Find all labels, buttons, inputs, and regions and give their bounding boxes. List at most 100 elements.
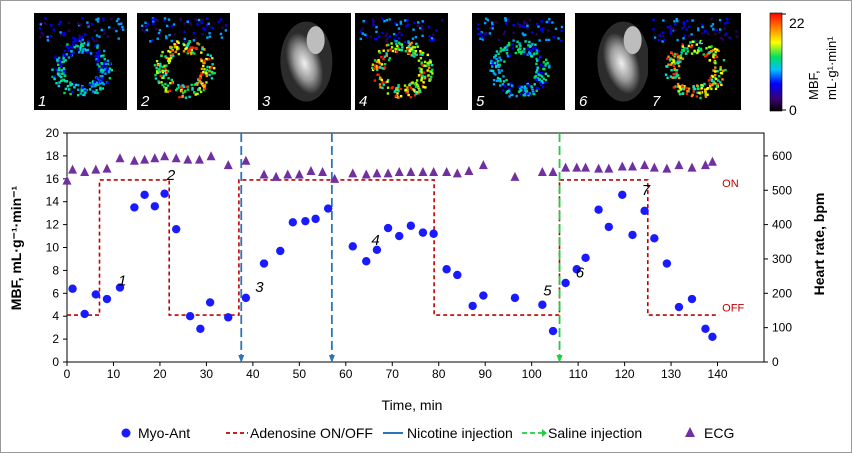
y-left-tick-label: 16 bbox=[46, 172, 60, 186]
ecg-point bbox=[80, 167, 90, 177]
ecg-point bbox=[617, 161, 627, 171]
adenosine-state-label: ON bbox=[722, 178, 739, 190]
y-right-tick-label: 400 bbox=[772, 218, 792, 232]
x-tick-label: 110 bbox=[569, 367, 588, 381]
ecg-point bbox=[442, 167, 452, 177]
x-tick-label: 30 bbox=[200, 367, 214, 381]
y-axis-left-label: MBF, mL·g⁻¹·min⁻¹ bbox=[8, 185, 24, 310]
adenosine-on-off-line bbox=[67, 179, 718, 316]
myo-ant-point bbox=[510, 293, 520, 303]
myo-ant-point bbox=[418, 228, 428, 237]
image-panel-7: 7 bbox=[648, 13, 741, 110]
legend-item: Adenosine ON/OFF bbox=[226, 425, 373, 441]
colorbar-title-line2: mL·g¹·min¹ bbox=[824, 36, 839, 100]
ecg-point bbox=[171, 153, 181, 163]
legend-label: Nicotine injection bbox=[407, 425, 513, 441]
ecg-point bbox=[259, 169, 269, 179]
myo-ant-point bbox=[205, 298, 215, 307]
ecg-point bbox=[318, 167, 328, 177]
y-left-tick-label: 14 bbox=[46, 195, 60, 209]
image-panel-4: 4 bbox=[355, 13, 448, 110]
y-left-tick-label: 4 bbox=[52, 309, 59, 323]
myo-ant-point bbox=[708, 332, 717, 342]
ecg-point bbox=[348, 168, 358, 178]
adenosine-state-label: OFF bbox=[722, 303, 744, 315]
ecg-point bbox=[372, 168, 382, 178]
x-tick-label: 50 bbox=[293, 367, 307, 381]
image-panel-label: 3 bbox=[262, 93, 271, 110]
ecg-point bbox=[429, 167, 439, 177]
ecg-point bbox=[604, 163, 614, 173]
myo-ant-point bbox=[618, 190, 627, 200]
phase-annotation: 2 bbox=[166, 167, 176, 184]
myo-ant-point bbox=[196, 324, 205, 333]
legend-marker-triangle bbox=[685, 427, 695, 437]
y-axis-right-label: Heart rate, bpm bbox=[811, 193, 827, 296]
image-panel-1: 1 bbox=[34, 13, 127, 110]
myo-ant-point bbox=[548, 326, 558, 336]
image-panel-label: 2 bbox=[140, 93, 150, 110]
myo-ant-point bbox=[362, 257, 371, 266]
ecg-point bbox=[306, 166, 316, 176]
ecg-point bbox=[687, 162, 697, 172]
image-panel-label: 7 bbox=[652, 93, 661, 110]
myo-ant-point bbox=[383, 223, 393, 233]
y-right-tick-label: 200 bbox=[772, 286, 792, 300]
myo-ant-point bbox=[662, 259, 672, 268]
myo-ant-point bbox=[160, 189, 169, 198]
myo-ant-point bbox=[561, 278, 570, 288]
chart-legend: Myo-Ant Adenosine ON/OFF Nicotine injectio… bbox=[121, 425, 734, 441]
image-panel-label: 4 bbox=[359, 93, 367, 110]
ecg-point bbox=[194, 154, 204, 164]
ecg-point bbox=[150, 153, 160, 163]
myo-ant-point bbox=[468, 301, 477, 311]
myo-ant-point bbox=[701, 324, 710, 333]
phase-annotation: 6 bbox=[576, 264, 585, 281]
ecg-point bbox=[561, 162, 571, 172]
legend-item: Nicotine injection bbox=[383, 425, 513, 441]
colorbar-gradient bbox=[769, 12, 783, 112]
myo-ant-point bbox=[323, 204, 333, 213]
myo-ant-point bbox=[301, 216, 310, 226]
image-panels: 1 2 3 4 5 6 7 bbox=[34, 13, 741, 110]
colorbar-max-label: 22 bbox=[789, 15, 805, 31]
myo-ant-point bbox=[650, 234, 659, 243]
ecg-point bbox=[271, 171, 281, 181]
x-tick-label: 40 bbox=[246, 367, 260, 381]
ecg-point bbox=[662, 163, 672, 173]
ecg-point bbox=[294, 169, 304, 179]
legend-marker-circle bbox=[121, 428, 131, 438]
phase-annotation: 7 bbox=[642, 182, 651, 199]
y-left-tick-label: 8 bbox=[52, 263, 59, 277]
ecg-point bbox=[700, 160, 710, 170]
x-tick-label: 130 bbox=[661, 367, 681, 381]
ecg-point bbox=[674, 160, 684, 170]
ecg-point bbox=[464, 166, 474, 176]
ecg-point bbox=[160, 151, 170, 161]
ecg-point bbox=[115, 153, 125, 163]
saline-injection-arrow bbox=[556, 133, 563, 363]
y-left-tick-label: 18 bbox=[46, 149, 60, 163]
ecg-point bbox=[394, 167, 404, 177]
ecg-point bbox=[594, 163, 604, 173]
phase-annotation: 5 bbox=[543, 283, 552, 300]
myo-ant-point bbox=[91, 290, 101, 299]
legend-item: Saline injection bbox=[522, 425, 642, 441]
myo-ant-point bbox=[406, 221, 416, 230]
myo-ant-point bbox=[140, 190, 149, 200]
myo-ant-point bbox=[687, 294, 697, 304]
ecg-point bbox=[627, 161, 637, 171]
phase-annotation: 3 bbox=[255, 279, 264, 296]
myo-ant-point bbox=[288, 218, 298, 227]
ecg-point bbox=[510, 171, 520, 181]
myo-ant-point bbox=[581, 253, 590, 263]
nicotine-injection-arrow bbox=[238, 133, 245, 363]
myo-ant-point bbox=[604, 222, 614, 232]
myo-ant-point bbox=[224, 313, 233, 322]
image-panel-label: 6 bbox=[579, 93, 588, 110]
ecg-point bbox=[140, 154, 150, 164]
myo-ant-point bbox=[185, 312, 195, 321]
image-panel-label: 1 bbox=[38, 93, 46, 110]
x-tick-label: 10 bbox=[107, 367, 121, 381]
y-left-tick-label: 6 bbox=[52, 286, 59, 300]
